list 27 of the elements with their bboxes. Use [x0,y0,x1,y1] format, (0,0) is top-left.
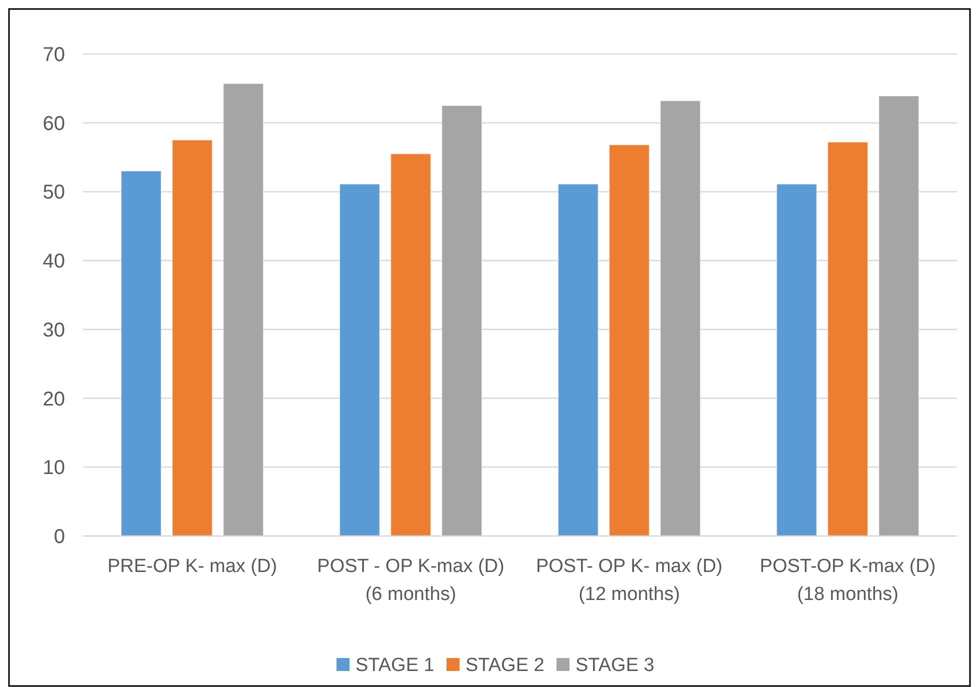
bar [172,140,213,536]
bar [558,184,598,536]
bar [339,184,380,536]
bar [827,142,868,536]
y-tick-label: 50 [42,182,65,204]
y-tick-label: 10 [42,457,65,480]
y-tick-label: 70 [42,44,65,66]
bar [223,83,264,536]
y-tick-label: 60 [42,112,65,135]
x-tick-label: POST - OP K-max (D) (6 months) [317,556,504,605]
bar [442,105,482,536]
x-tick-label: POST- OP K- max (D) (12 months) [536,556,723,605]
x-tick-label: PRE-OP K- max (D) [107,556,278,577]
bar [660,100,701,536]
bar [608,144,650,536]
y-tick-label: 30 [42,319,65,342]
y-tick-label: 20 [42,388,65,410]
bar [390,153,432,536]
bar [776,184,817,536]
legend-label: STAGE 3 [576,655,654,676]
legend-label: STAGE 2 [466,655,544,676]
x-tick-label: POST-OP K-max (D) (18 months) [760,556,936,605]
y-tick-label: 40 [42,250,65,273]
bar [120,170,162,536]
legend-label: STAGE 1 [356,655,434,676]
y-tick-label: 0 [54,526,65,548]
bar [878,96,920,536]
